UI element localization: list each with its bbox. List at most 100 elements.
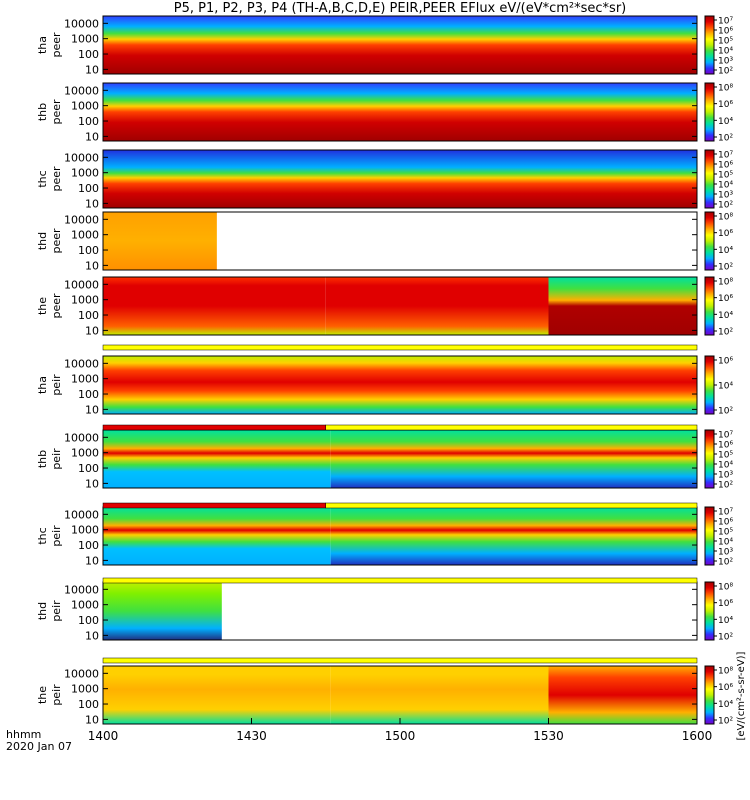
colorbar-tick-label: 10² (718, 633, 733, 643)
y-tick-label: 100 (78, 115, 99, 128)
panel-ylabel-probe: thb (36, 450, 49, 468)
y-tick-label: 10000 (64, 84, 99, 97)
colorbar-tick-label: 10⁶ (718, 229, 733, 239)
spectrogram-segment (103, 16, 697, 74)
colorbar-tick-label: 10⁴ (718, 117, 733, 127)
panel-ylabel-probe: tha (36, 36, 49, 54)
colorbar-tick-label: 10⁵ (718, 37, 733, 47)
y-tick-label: 1000 (71, 524, 99, 537)
colorbar (704, 211, 715, 271)
panel-frame (102, 211, 698, 271)
panel-frame (102, 15, 698, 75)
y-tick-label: 10 (85, 259, 99, 272)
y-tick-label: 10000 (64, 151, 99, 164)
y-tick-label: 1000 (71, 599, 99, 612)
colorbar (704, 429, 715, 489)
y-tick-label: 10000 (64, 213, 99, 226)
y-tick-label: 10000 (64, 508, 99, 521)
panel-thd_peer: 10 100 1000 10000 thd peer 10² 10⁴ 10⁶ 10⁸ (36, 211, 733, 273)
spectrogram-segment (330, 430, 697, 488)
colorbar-tick-label: 10² (718, 717, 733, 727)
spectrogram-segment (103, 277, 326, 335)
panel-ylabel-instrument: peir (50, 600, 63, 622)
spectrogram-segment (103, 507, 331, 565)
y-tick-label: 1000 (71, 33, 99, 46)
x-tick-label: 1600 (682, 729, 713, 743)
colorbar-tick-label: 10⁵ (718, 451, 733, 461)
colorbar-tick-label: 10⁸ (718, 278, 733, 288)
y-tick-label: 10 (85, 554, 99, 567)
panel-tha_peir: 10 100 1000 10000 tha peir 10² 10⁴ 10⁶ (36, 355, 733, 417)
colorbar-tick-label: 10⁸ (718, 84, 733, 94)
colorbar (704, 15, 715, 75)
spectrogram-segment (325, 277, 549, 335)
colorbar-unit-label: [eV/(cm²-s-sr-eV)] (736, 651, 747, 740)
panel-frame (102, 149, 698, 209)
x-tick-label: 1400 (88, 729, 119, 743)
colorbar-tick-label: 10⁴ (718, 538, 733, 548)
panel-ylabel-probe: thc (36, 170, 49, 187)
y-tick-label: 10000 (64, 357, 99, 370)
panel-ylabel-instrument: peer (50, 228, 63, 254)
colorbar-tick-label: 10⁶ (718, 441, 733, 451)
y-tick-label: 10 (85, 197, 99, 210)
panel-ylabel-instrument: peer (50, 32, 63, 58)
colorbar-tick-label: 10⁴ (718, 461, 733, 471)
status-bar-yellow (102, 344, 698, 351)
y-tick-label: 1000 (71, 683, 99, 696)
colorbar-tick-label: 10⁶ (718, 294, 733, 304)
panel-ylabel-probe: thc (36, 527, 49, 544)
spectrogram-segment (103, 356, 697, 414)
status-bar-yellow (102, 577, 698, 584)
panel-frame (102, 276, 698, 336)
status-bar-yellow (325, 502, 698, 509)
y-tick-label: 100 (78, 388, 99, 401)
colorbar-tick-label: 10² (718, 558, 733, 568)
spectrogram-segment (103, 430, 331, 488)
y-tick-label: 10000 (64, 667, 99, 680)
panel-ylabel-instrument: peir (50, 684, 63, 706)
panel-ylabel-probe: the (36, 297, 49, 315)
y-tick-label: 10 (85, 629, 99, 642)
status-bar-yellow (102, 657, 698, 664)
colorbar-tick-label: 10⁶ (718, 683, 733, 693)
colorbar (704, 82, 715, 142)
colorbar (704, 276, 715, 336)
colorbar-tick-label: 10⁶ (718, 518, 733, 528)
panel-thb_peer: 10 100 1000 10000 thb peer 10² 10⁴ 10⁶ 10⁸ (36, 82, 733, 144)
panel-ylabel-instrument: peer (50, 99, 63, 125)
colorbar-tick-label: 10² (718, 263, 733, 273)
colorbar-tick-label: 10⁸ (718, 213, 733, 223)
colorbar-tick-label: 10⁴ (718, 181, 733, 191)
x-tick-label: 1430 (236, 729, 267, 743)
x-tick-label: 1500 (385, 729, 416, 743)
colorbar-tick-label: 10⁷ (718, 508, 733, 518)
colorbar-tick-label: 10³ (718, 57, 733, 67)
panel-ylabel-instrument: peir (50, 448, 63, 470)
panel-thd_peir: 10 100 1000 10000 thd peir 10² 10⁴ 10⁶ 10⁸ (36, 581, 733, 643)
colorbar-tick-label: 10⁴ (718, 311, 733, 321)
colorbar-tick-label: 10² (718, 328, 733, 338)
colorbar (704, 581, 715, 641)
y-tick-label: 100 (78, 698, 99, 711)
colorbar-tick-label: 10² (718, 67, 733, 77)
panel-frame (102, 82, 698, 142)
spectrogram-segment (103, 582, 222, 640)
panel-ylabel-probe: thd (36, 232, 49, 250)
colorbar-tick-label: 10⁷ (718, 151, 733, 161)
colorbar-tick-label: 10⁷ (718, 17, 733, 27)
colorbar (704, 355, 715, 415)
y-tick-label: 1000 (71, 167, 99, 180)
colorbar-tick-label: 10⁴ (718, 700, 733, 710)
y-tick-label: 100 (78, 48, 99, 61)
colorbar-tick-label: 10⁶ (718, 357, 733, 367)
panel-ylabel-probe: thb (36, 103, 49, 121)
colorbar-tick-label: 10⁴ (718, 382, 733, 392)
colorbar-tick-label: 10⁴ (718, 47, 733, 57)
spectrogram-segment (330, 507, 697, 565)
y-tick-label: 1000 (71, 229, 99, 242)
